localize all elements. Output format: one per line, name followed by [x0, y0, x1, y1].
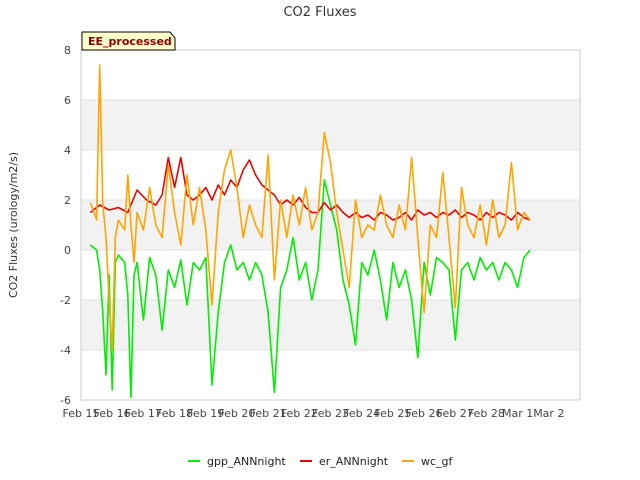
x-tick-label: Feb 17 — [125, 407, 162, 420]
y-tick-label: 2 — [64, 194, 71, 207]
processing-tag: EE_processed — [81, 31, 176, 51]
x-tick-label: Feb 22 — [281, 407, 318, 420]
x-tick-label: Feb 25 — [374, 407, 411, 420]
series-line-wc-gf — [89, 64, 531, 351]
x-tick-label: Feb 27 — [437, 407, 474, 420]
legend-label: er_ANNnight — [319, 455, 389, 468]
processing-tag-box — [81, 31, 176, 51]
x-tick-label: Feb 15 — [63, 407, 100, 420]
legend-label: wc_gf — [421, 455, 454, 468]
y-tick-label: -6 — [60, 394, 71, 407]
grid-band — [81, 300, 580, 350]
grid-band — [81, 100, 580, 150]
x-tick-label: Feb 21 — [250, 407, 287, 420]
x-tick-label: Feb 16 — [94, 407, 131, 420]
x-tick-label: Feb 19 — [187, 407, 224, 420]
grid-band — [81, 350, 580, 400]
x-tick-label: Feb 26 — [406, 407, 443, 420]
plot-frame — [80, 49, 581, 401]
y-tick-label: 0 — [64, 244, 71, 257]
series-line-gpp-annnight — [89, 179, 531, 399]
legend: gpp_ANNnight er_ANNnight wc_gf — [188, 455, 454, 468]
processing-tag-text: EE_processed — [88, 35, 172, 48]
y-tick-label: 4 — [64, 144, 71, 157]
chart-title: CO2 Fluxes — [283, 5, 356, 20]
grid-band — [81, 150, 580, 200]
x-tick-label: Feb 23 — [312, 407, 349, 420]
legend-label: gpp_ANNnight — [207, 455, 286, 468]
x-tick-label: Feb 28 — [468, 407, 505, 420]
x-tick-label: Feb 18 — [156, 407, 193, 420]
x-tick-label: Mar 2 — [533, 407, 564, 420]
y-tick-labels: -6 -4 -2 0 2 4 6 8 — [60, 44, 71, 407]
y-tick-label: 8 — [64, 44, 71, 57]
y-tick-label: 6 — [64, 94, 71, 107]
y-tick-label: -2 — [60, 294, 71, 307]
y-tick-label: -4 — [60, 344, 71, 357]
grid-band — [81, 50, 580, 100]
series-layer — [89, 64, 531, 399]
x-tick-label: Feb 20 — [218, 407, 255, 420]
y-axis-title: CO2 Fluxes (urology/m2/s) — [7, 152, 20, 298]
background-bands — [81, 50, 580, 400]
x-tick-label: Feb 24 — [343, 407, 380, 420]
x-tick-label: Mar 1 — [502, 407, 533, 420]
